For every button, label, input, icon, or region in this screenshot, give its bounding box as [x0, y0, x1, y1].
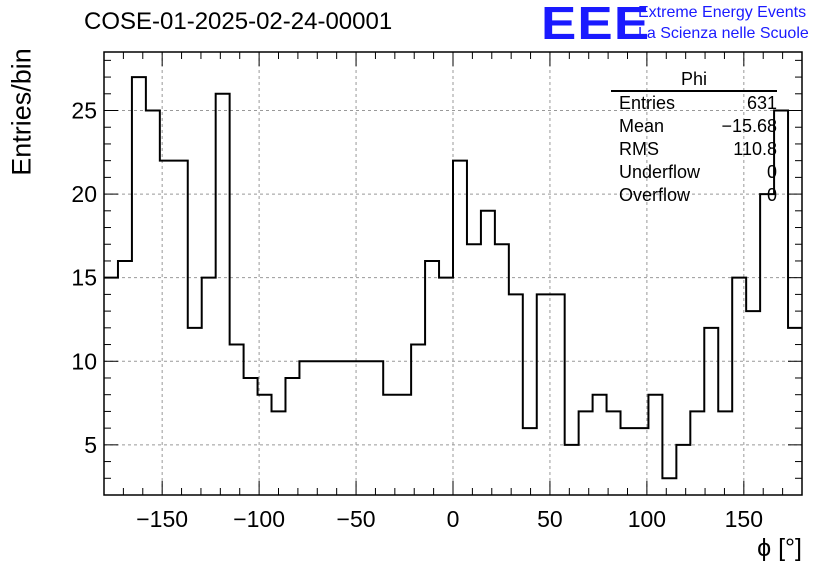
- stats-label: Underflow: [619, 162, 701, 182]
- brand-line-1: Extreme Energy Events: [638, 4, 807, 21]
- y-tick-label: 20: [71, 181, 97, 207]
- x-tick-label: −100: [233, 506, 285, 532]
- histogram-line: [104, 76, 802, 480]
- stats-row: Mean −15.68: [611, 115, 777, 138]
- stats-row: Underflow 0: [611, 161, 777, 184]
- stats-value: −15.68: [721, 116, 777, 136]
- x-tick-label: 100: [628, 506, 666, 532]
- y-axis-label: Entries/bin: [6, 48, 37, 176]
- x-tick-label: −150: [136, 506, 188, 532]
- stats-box: Phi Entries 631 Mean −15.68 RMS 110.8 Under…: [611, 68, 777, 207]
- y-tick-label: 15: [71, 265, 97, 291]
- stats-label: Overflow: [619, 185, 691, 205]
- stats-label: Entries: [619, 93, 676, 113]
- y-tick-label: 10: [71, 348, 97, 374]
- brand-line-2: La Scienza nelle Scuole: [638, 25, 809, 42]
- plot-frame: [103, 51, 803, 496]
- y-tick-label: 5: [84, 432, 97, 458]
- stats-value: 110.8: [733, 139, 777, 159]
- x-tick-label: −50: [337, 506, 376, 532]
- stats-row: Entries 631: [611, 92, 777, 115]
- eee-logo: EEE: [541, 0, 651, 49]
- stats-value: 0: [766, 185, 777, 205]
- stats-title: Phi: [611, 68, 777, 92]
- stats-value: 0: [766, 162, 777, 182]
- chart-title: COSE-01-2025-02-24-00001: [84, 8, 393, 35]
- x-tick-label: 50: [537, 506, 563, 532]
- x-tick-label: 0: [447, 506, 460, 532]
- y-tick-label: 25: [71, 98, 97, 124]
- x-axis-label: ϕ [°]: [757, 534, 802, 562]
- x-tick-label: 150: [725, 506, 763, 532]
- stats-row: Overflow 0: [611, 184, 777, 207]
- stats-row: RMS 110.8: [611, 138, 777, 161]
- stats-value: 631: [746, 93, 777, 113]
- stats-label: RMS: [619, 139, 659, 159]
- stats-label: Mean: [619, 116, 665, 136]
